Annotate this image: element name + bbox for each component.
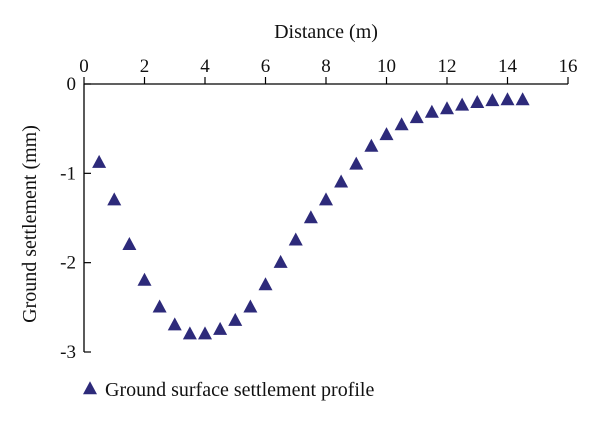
data-point xyxy=(470,94,485,108)
data-point xyxy=(334,174,349,188)
data-point xyxy=(455,97,470,111)
data-point xyxy=(137,272,152,286)
data-point xyxy=(273,254,288,268)
data-point xyxy=(107,192,122,206)
x-tick-label: 16 xyxy=(559,56,578,77)
y-axis-title: Ground settlement (mm) xyxy=(19,125,41,323)
y-tick-label: -1 xyxy=(60,163,76,184)
y-ticks: 0 -1 -2 -3 xyxy=(60,74,91,363)
data-point xyxy=(258,277,273,291)
x-tick-label: 0 xyxy=(79,56,89,77)
data-points xyxy=(92,92,530,340)
data-point xyxy=(349,156,364,170)
data-point xyxy=(182,326,197,340)
legend-label: Ground surface settlement profile xyxy=(105,379,374,401)
data-point xyxy=(303,210,318,224)
data-point xyxy=(364,138,379,152)
x-tick-label: 10 xyxy=(377,56,396,77)
data-point xyxy=(485,93,500,107)
data-point xyxy=(394,117,409,131)
x-tick-label: 8 xyxy=(321,56,331,77)
data-point xyxy=(288,232,303,246)
data-point xyxy=(440,101,454,115)
x-tick-label: 12 xyxy=(438,56,457,77)
data-point xyxy=(500,92,515,106)
x-tick-label: 14 xyxy=(498,56,518,77)
x-axis-title: Distance (m) xyxy=(274,21,378,43)
y-tick-label: -2 xyxy=(60,253,76,274)
x-tick-label: 4 xyxy=(200,56,210,77)
y-tick-label: -3 xyxy=(60,342,76,363)
data-point xyxy=(379,127,394,141)
data-point xyxy=(152,299,167,313)
legend-marker-icon xyxy=(83,381,97,395)
data-point xyxy=(198,326,212,340)
data-point xyxy=(424,104,439,118)
data-point xyxy=(243,299,258,313)
data-point xyxy=(213,321,228,335)
data-point xyxy=(409,110,424,124)
data-point xyxy=(122,237,137,250)
legend: Ground surface settlement profile xyxy=(83,379,374,401)
x-ticks: 0 2 4 6 8 10 12 14 16 xyxy=(79,56,578,84)
x-tick-label: 6 xyxy=(261,56,271,77)
data-point xyxy=(92,154,107,168)
data-point xyxy=(515,92,530,106)
y-tick-label: 0 xyxy=(67,74,77,95)
data-point xyxy=(319,192,333,206)
data-point xyxy=(228,312,243,326)
data-point xyxy=(167,317,182,331)
x-tick-label: 2 xyxy=(140,56,150,77)
